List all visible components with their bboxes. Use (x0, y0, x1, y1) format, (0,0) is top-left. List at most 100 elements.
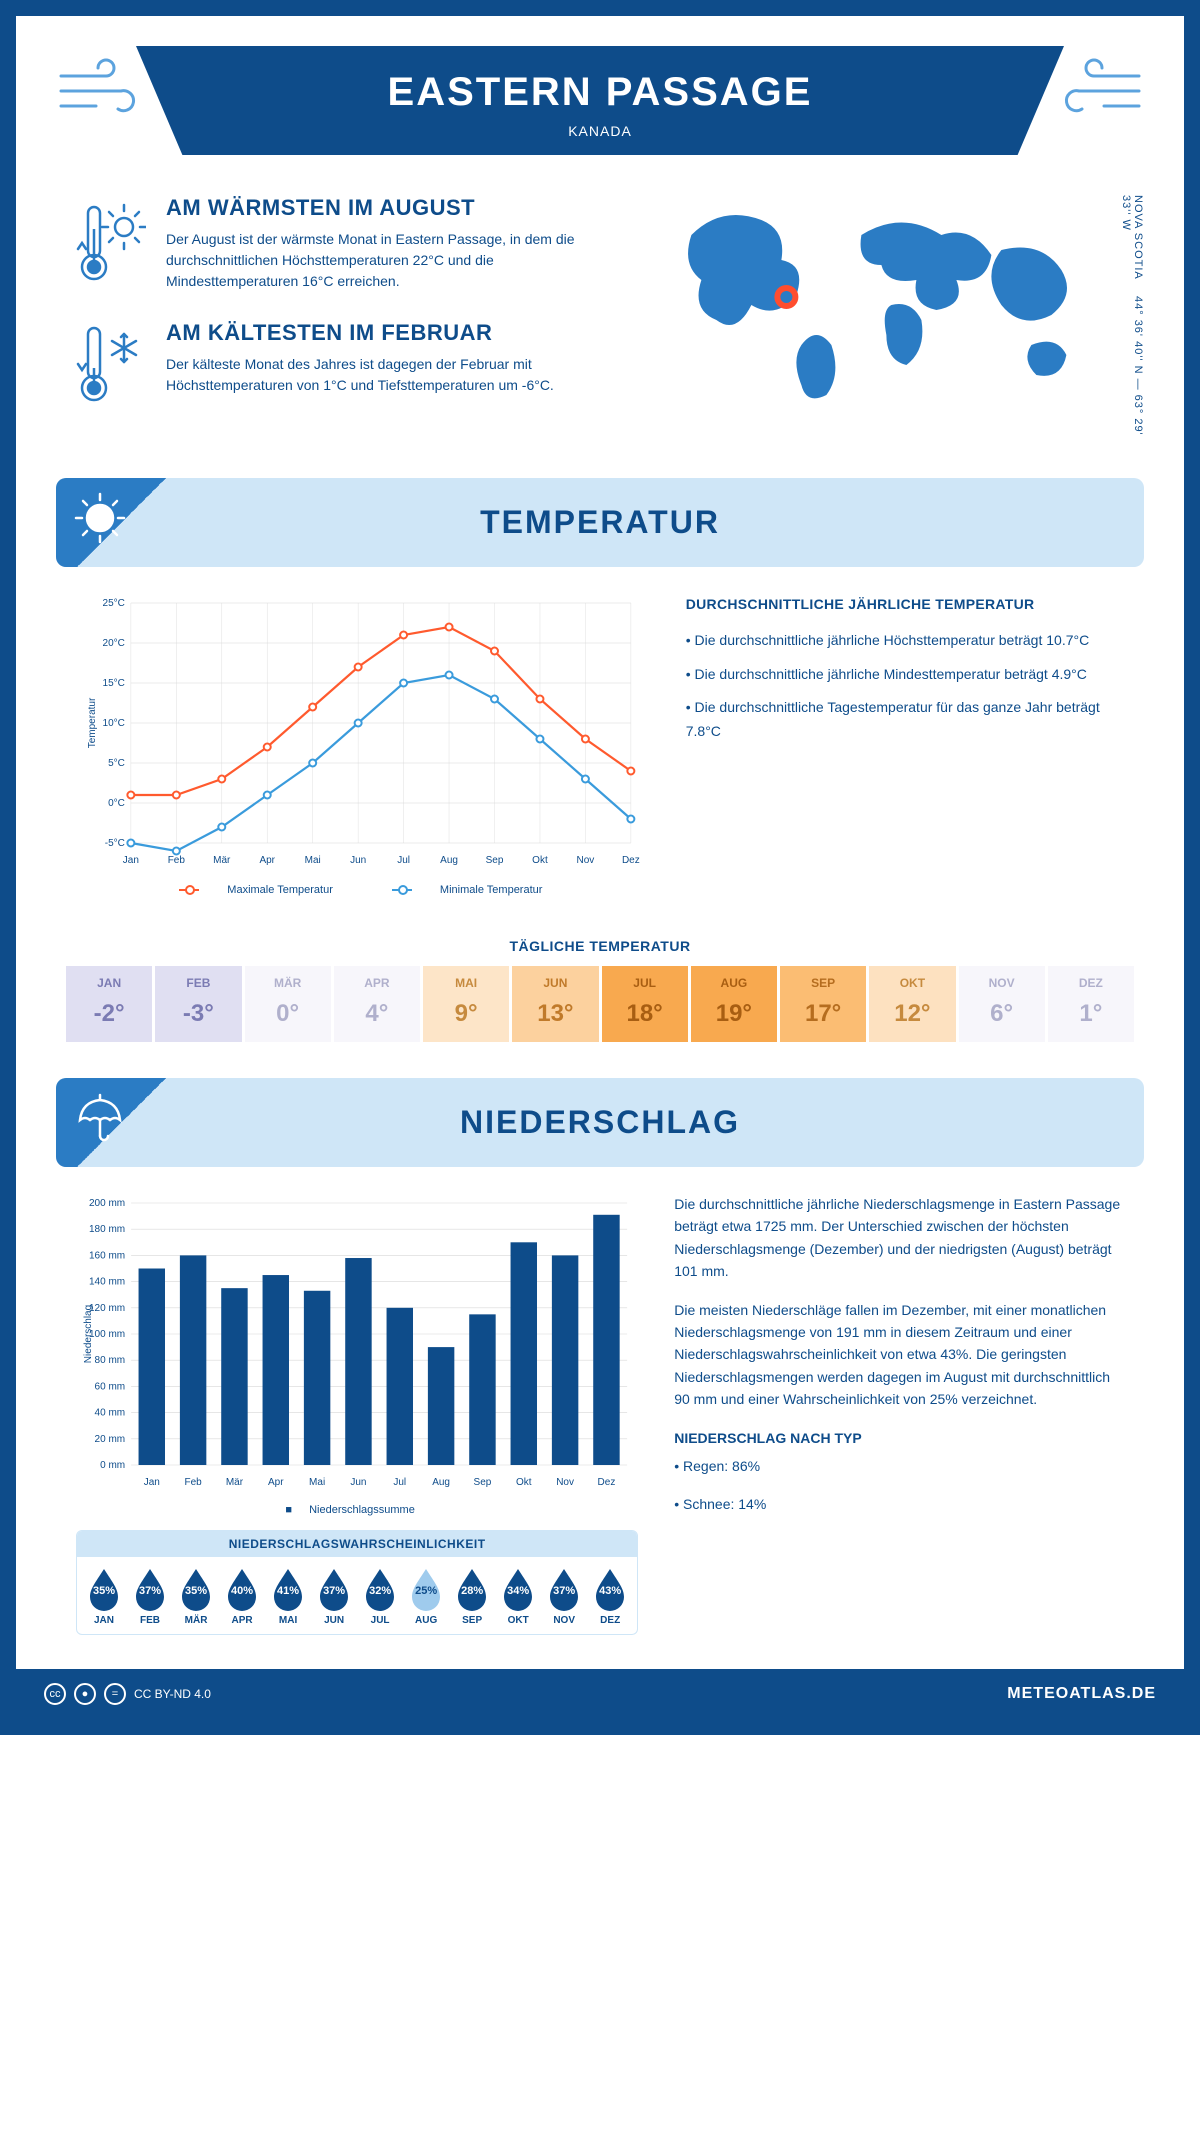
svg-text:15°C: 15°C (103, 678, 125, 689)
drop-icon: 41% (271, 1567, 305, 1611)
cc-icon: cc (44, 1683, 66, 1705)
warmest-block: AM WÄRMSTEN IM AUGUST Der August ist der… (76, 195, 609, 292)
daily-temp-cell: APR4° (334, 966, 423, 1042)
svg-text:Nov: Nov (556, 1477, 574, 1488)
legend-min-label: Minimale Temperatur (440, 884, 543, 896)
nd-icon: = (104, 1683, 126, 1705)
svg-text:Nov: Nov (577, 855, 595, 866)
footer-brand: METEOATLAS.DE (1007, 1685, 1156, 1703)
daily-temp-cell: JAN-2° (66, 966, 155, 1042)
daily-temp-cell: FEB-3° (155, 966, 244, 1042)
svg-text:Mai: Mai (305, 855, 321, 866)
precip-p2: Die meisten Niederschläge fallen im Deze… (674, 1299, 1124, 1411)
by-icon: ● (74, 1683, 96, 1705)
prob-cell: 37% JUN (311, 1567, 357, 1626)
daily-temp-cell: AUG19° (691, 966, 780, 1042)
svg-text:Jan: Jan (123, 855, 139, 866)
daily-temp-cell: SEP17° (780, 966, 869, 1042)
svg-text:80 mm: 80 mm (95, 1355, 126, 1366)
svg-text:40 mm: 40 mm (95, 1408, 126, 1419)
svg-text:Okt: Okt (516, 1477, 532, 1488)
prob-cell: 41% MAI (265, 1567, 311, 1626)
svg-text:Niederschlag: Niederschlag (83, 1305, 94, 1363)
svg-text:Jul: Jul (393, 1477, 406, 1488)
precip-section-header: NIEDERSCHLAG (56, 1078, 1144, 1167)
svg-text:0 mm: 0 mm (100, 1460, 125, 1471)
thermometer-snow-icon (76, 320, 146, 410)
svg-text:-5°C: -5°C (105, 838, 125, 849)
precip-legend: ■ Niederschlagssumme (76, 1504, 638, 1516)
svg-text:100 mm: 100 mm (89, 1329, 125, 1340)
svg-text:10°C: 10°C (103, 718, 125, 729)
prob-cell: 25% AUG (403, 1567, 449, 1626)
svg-text:0°C: 0°C (108, 798, 125, 809)
precip-section-title: NIEDERSCHLAG (56, 1104, 1144, 1141)
svg-text:5°C: 5°C (108, 758, 125, 769)
precip-p1: Die durchschnittliche jährliche Niedersc… (674, 1193, 1124, 1283)
prob-cell: 40% APR (219, 1567, 265, 1626)
svg-text:Jul: Jul (397, 855, 410, 866)
svg-text:Temperatur: Temperatur (87, 697, 98, 748)
temp-info-item: • Die durchschnittliche jährliche Mindes… (686, 663, 1124, 687)
svg-text:140 mm: 140 mm (89, 1277, 125, 1288)
drop-icon: 28% (455, 1567, 489, 1611)
precip-chart-col: 0 mm20 mm40 mm60 mm80 mm100 mm120 mm140 … (76, 1193, 638, 1635)
svg-text:Okt: Okt (532, 855, 548, 866)
precip-text: Die durchschnittliche jährliche Niedersc… (674, 1193, 1124, 1635)
svg-text:Apr: Apr (268, 1477, 284, 1488)
infographic-page: EASTERN PASSAGE KANADA AM WÄRMSTEN IM AU… (0, 0, 1200, 1735)
warmest-text: Der August ist der wärmste Monat in East… (166, 229, 609, 292)
intro-text: AM WÄRMSTEN IM AUGUST Der August ist der… (76, 195, 609, 438)
temp-info-item: • Die durchschnittliche jährliche Höchst… (686, 629, 1124, 653)
svg-text:Mär: Mär (226, 1477, 244, 1488)
coldest-text: Der kälteste Monat des Jahres ist dagege… (166, 354, 609, 396)
prob-title: NIEDERSCHLAGSWAHRSCHEINLICHKEIT (77, 1531, 637, 1557)
precip-bar-chart: 0 mm20 mm40 mm60 mm80 mm100 mm120 mm140 … (76, 1193, 638, 1493)
prob-row: 35% JAN 37% FEB 35% MÄR 40% APR 41% MAI … (77, 1557, 637, 1634)
drop-icon: 35% (179, 1567, 213, 1611)
header: EASTERN PASSAGE KANADA (16, 16, 1184, 195)
svg-text:25°C: 25°C (103, 598, 125, 609)
sun-icon (72, 490, 128, 558)
drop-icon: 37% (547, 1567, 581, 1611)
wind-icon-left (56, 56, 146, 140)
svg-text:60 mm: 60 mm (95, 1381, 126, 1392)
page-title: EASTERN PASSAGE (136, 70, 1064, 115)
world-map-svg (639, 195, 1124, 415)
svg-text:Dez: Dez (598, 1477, 616, 1488)
precip-type-heading: NIEDERSCHLAG NACH TYP (674, 1427, 1124, 1449)
intro-section: AM WÄRMSTEN IM AUGUST Der August ist der… (16, 195, 1184, 468)
temp-chart: -5°C0°C5°C10°C15°C20°C25°CJanFebMärAprMa… (76, 593, 646, 896)
footer: cc ● = CC BY-ND 4.0 METEOATLAS.DE (16, 1669, 1184, 1719)
prob-cell: 35% JAN (81, 1567, 127, 1626)
umbrella-icon (72, 1090, 128, 1158)
thermometer-sun-icon (76, 195, 146, 292)
drop-icon: 37% (133, 1567, 167, 1611)
title-banner: EASTERN PASSAGE KANADA (136, 46, 1064, 155)
svg-text:Feb: Feb (168, 855, 186, 866)
prob-cell: 37% NOV (541, 1567, 587, 1626)
svg-text:Jun: Jun (350, 1477, 366, 1488)
footer-license: cc ● = CC BY-ND 4.0 (44, 1683, 211, 1705)
drop-icon: 35% (87, 1567, 121, 1611)
coldest-block: AM KÄLTESTEN IM FEBRUAR Der kälteste Mon… (76, 320, 609, 410)
svg-text:Jun: Jun (350, 855, 366, 866)
svg-text:Mai: Mai (309, 1477, 325, 1488)
page-subtitle: KANADA (136, 123, 1064, 139)
svg-text:Sep: Sep (486, 855, 504, 866)
drop-icon: 40% (225, 1567, 259, 1611)
daily-temp-cell: MÄR0° (245, 966, 334, 1042)
prob-cell: 43% DEZ (587, 1567, 633, 1626)
daily-temp-title: TÄGLICHE TEMPERATUR (16, 938, 1184, 954)
daily-temp-table: JAN-2°FEB-3°MÄR0°APR4°MAI9°JUN13°JUL18°A… (66, 966, 1134, 1042)
daily-temp-cell: DEZ1° (1048, 966, 1134, 1042)
drop-icon: 32% (363, 1567, 397, 1611)
license-text: CC BY-ND 4.0 (134, 1687, 211, 1701)
svg-text:Aug: Aug (440, 855, 458, 866)
coordinates: NOVA SCOTIA 44° 36' 40'' N — 63° 29' 33'… (1120, 195, 1144, 438)
precip-prob-box: NIEDERSCHLAGSWAHRSCHEINLICHKEIT 35% JAN … (76, 1530, 638, 1635)
svg-text:Apr: Apr (259, 855, 275, 866)
drop-icon: 25% (409, 1567, 443, 1611)
temp-info-heading: DURCHSCHNITTLICHE JÄHRLICHE TEMPERATUR (686, 593, 1124, 617)
prob-cell: 32% JUL (357, 1567, 403, 1626)
